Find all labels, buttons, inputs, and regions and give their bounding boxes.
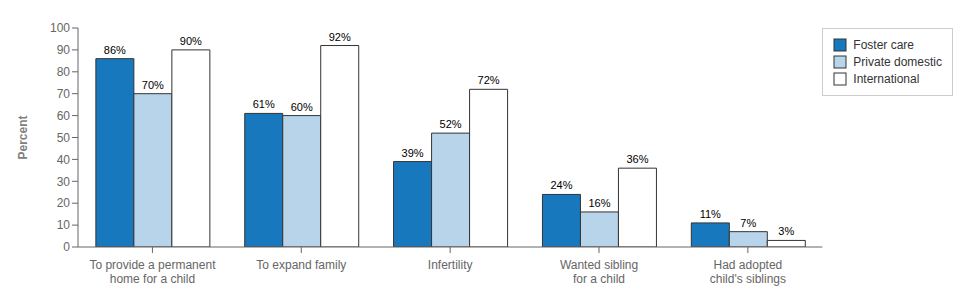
svg-text:Wanted siblingfor a child: Wanted siblingfor a child [560, 258, 638, 286]
svg-text:92%: 92% [329, 31, 351, 43]
svg-text:40: 40 [57, 153, 71, 167]
svg-text:Infertility: Infertility [428, 258, 473, 272]
svg-text:70: 70 [57, 87, 71, 101]
svg-text:50: 50 [57, 131, 71, 145]
svg-text:80: 80 [57, 65, 71, 79]
svg-text:100: 100 [50, 21, 70, 35]
svg-text:24%: 24% [550, 179, 572, 191]
svg-text:11%: 11% [700, 208, 721, 220]
svg-text:39%: 39% [402, 147, 424, 159]
svg-text:72%: 72% [478, 74, 500, 86]
svg-text:Had adoptedchild's siblings: Had adoptedchild's siblings [710, 258, 786, 286]
svg-text:7%: 7% [740, 217, 756, 229]
svg-text:70%: 70% [142, 79, 164, 91]
svg-text:20: 20 [57, 196, 71, 210]
svg-text:60: 60 [57, 109, 71, 123]
svg-text:Percent: Percent [16, 115, 30, 159]
html-text:International: International [853, 72, 920, 86]
svg-text:To expand family: To expand family [256, 258, 346, 272]
svg-text:30: 30 [57, 175, 71, 189]
svg-text:52%: 52% [440, 118, 462, 130]
svg-text:0: 0 [63, 240, 70, 254]
html-text:Foster care: Foster care [853, 38, 914, 52]
html-text:Private domestic: Private domestic [853, 55, 942, 69]
svg-text:90%: 90% [180, 35, 202, 47]
svg-text:60%: 60% [291, 101, 313, 113]
svg-text:16%: 16% [588, 197, 610, 209]
svg-text:3%: 3% [778, 225, 794, 237]
svg-text:To provide a permanenthome for: To provide a permanenthome for a child [89, 258, 216, 286]
svg-text:90: 90 [57, 43, 71, 57]
svg-text:61%: 61% [253, 98, 275, 110]
svg-text:10: 10 [57, 218, 71, 232]
svg-text:86%: 86% [104, 44, 126, 56]
svg-text:36%: 36% [626, 153, 648, 165]
